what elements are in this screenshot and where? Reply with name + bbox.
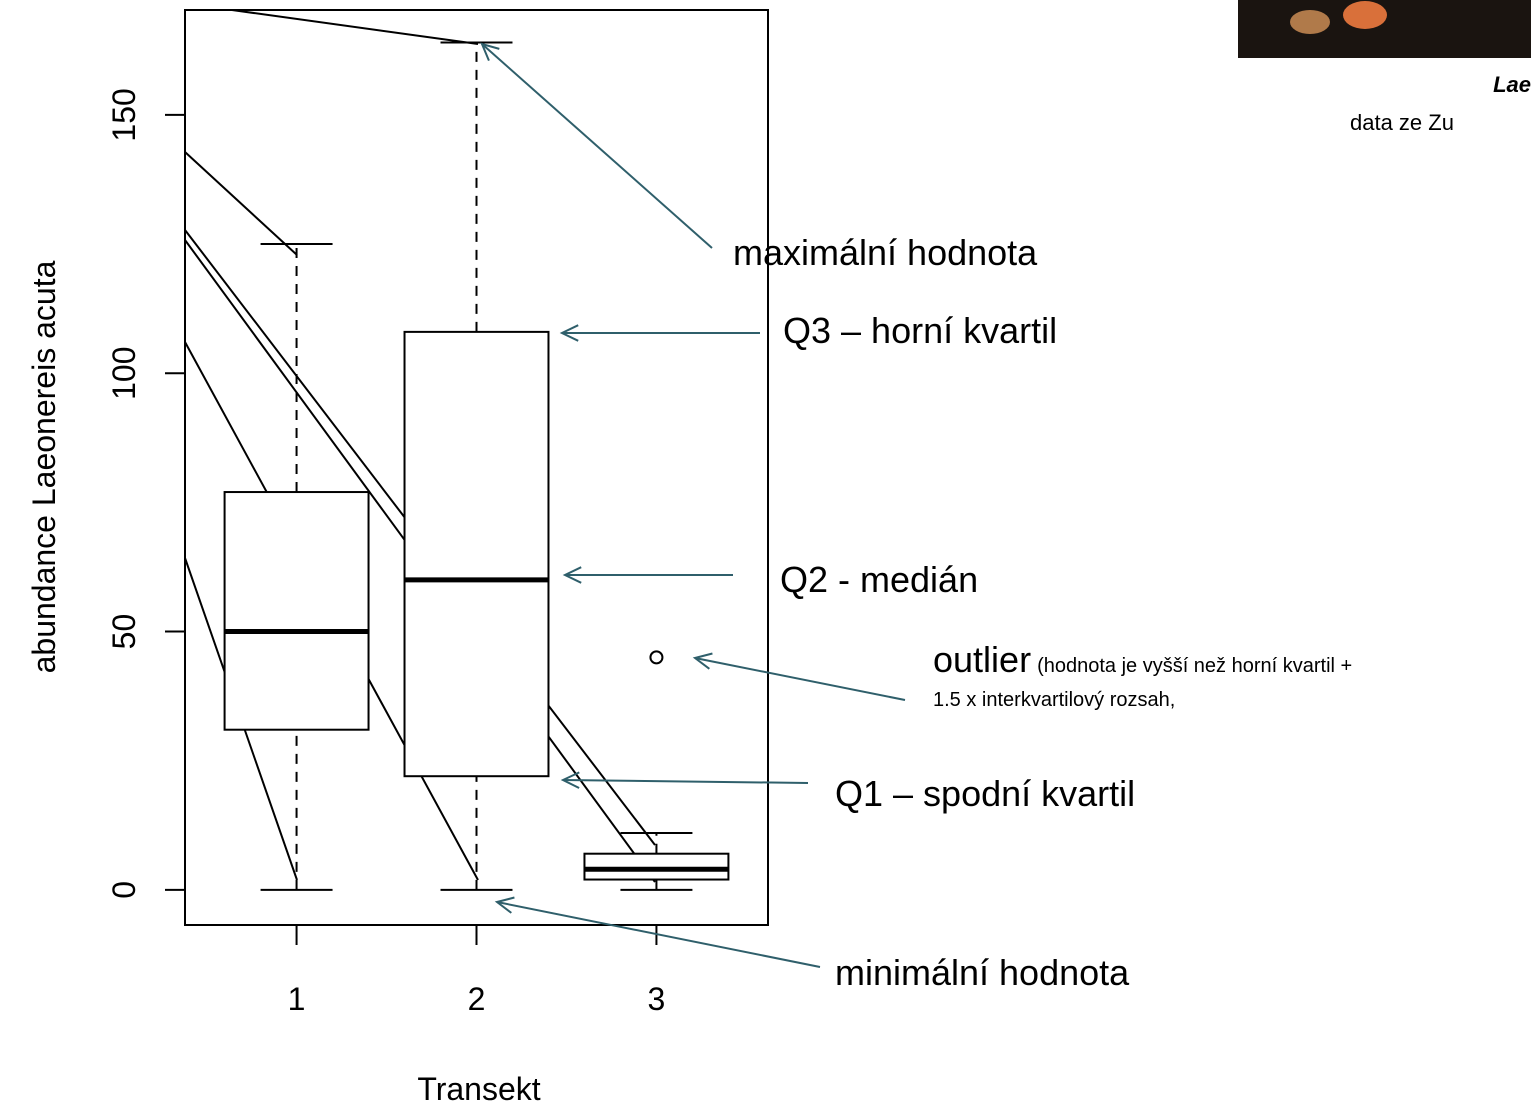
decor-line xyxy=(231,9,479,45)
annotation-label: Q1 – spodní kvartil xyxy=(835,773,1135,814)
annotation-text: maximální hodnota xyxy=(733,232,1038,273)
annotation-note: 1.5 x interkvartilový rozsah, xyxy=(933,689,1175,711)
y-axis-label: abundance Laeonereis acuta xyxy=(26,260,62,673)
annotation-label: Q3 – horní kvartil xyxy=(783,310,1057,351)
caption-source: data ze Zu xyxy=(1350,110,1454,135)
outlier xyxy=(649,650,664,665)
decor-line xyxy=(184,151,298,256)
annotation-text: Q1 – spodní kvartil xyxy=(835,773,1135,814)
x-tick-label: 3 xyxy=(648,981,666,1017)
y-tick-label: 0 xyxy=(106,881,142,899)
annotation-arrow xyxy=(694,657,906,701)
box xyxy=(223,491,370,731)
annotation-text: outlier (hodnota je vyšší než horní kvart… xyxy=(933,639,1352,680)
annotation-label: Q2 - medián xyxy=(780,559,978,600)
annotation-text: Q2 - medián xyxy=(780,559,978,600)
arrow-head xyxy=(480,42,500,61)
photo-detail xyxy=(1290,10,1330,34)
x-axis-label: Transekt xyxy=(417,1071,540,1104)
x-tick-label: 1 xyxy=(288,981,306,1017)
annotation-text: Q3 – horní kvartil xyxy=(783,310,1057,351)
box xyxy=(403,330,550,778)
arrow-head xyxy=(692,652,713,670)
box xyxy=(583,852,730,881)
annotation-arrow xyxy=(481,43,713,249)
arrow-head xyxy=(560,771,580,789)
annotation-label: maximální hodnota xyxy=(733,232,1038,273)
annotation-arrow xyxy=(562,779,809,784)
annotation-text: minimální hodnota xyxy=(835,952,1130,993)
annotation-arrow xyxy=(496,901,821,968)
annotation-note: (hodnota je vyšší než horní kvartil + xyxy=(1037,655,1352,677)
y-tick-label: 50 xyxy=(106,614,142,650)
arrow-head xyxy=(559,324,579,342)
y-tick-label: 150 xyxy=(106,88,142,141)
caption-species: Lae xyxy=(1493,72,1531,97)
arrow-head xyxy=(494,896,515,914)
y-tick-label: 100 xyxy=(106,347,142,400)
arrow-head xyxy=(562,566,582,584)
annotation-label: minimální hodnota xyxy=(835,952,1130,993)
annotation-label: outlier xyxy=(933,639,1031,680)
x-tick-label: 2 xyxy=(468,981,486,1017)
photo-detail xyxy=(1343,1,1387,29)
